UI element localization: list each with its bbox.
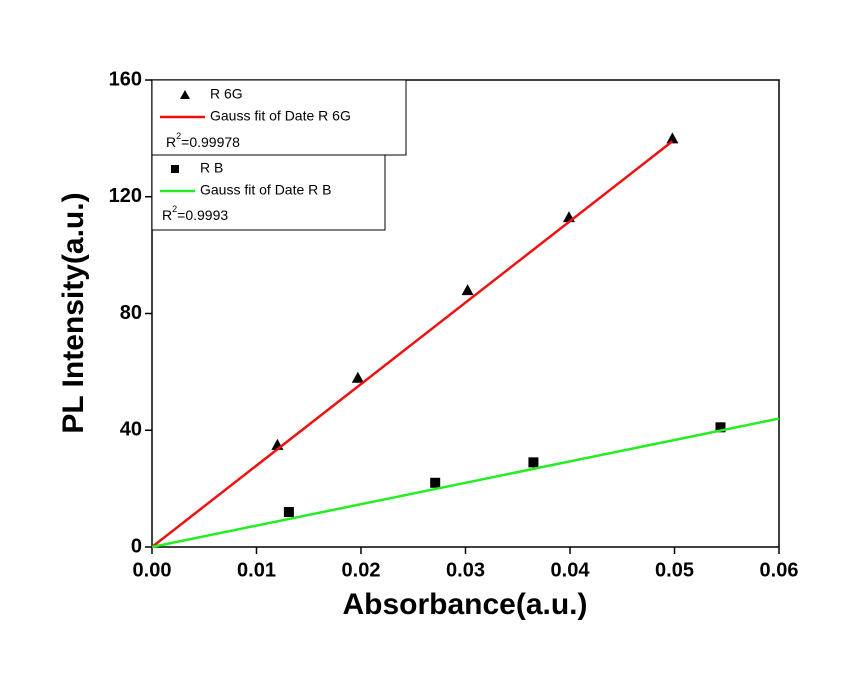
r-squared-sup: 2 bbox=[172, 204, 177, 214]
x-axis-title: Absorbance(a.u.) bbox=[342, 588, 587, 621]
legend-label: Gauss fit of Date R 6G bbox=[210, 108, 351, 124]
y-tick-label: 0 bbox=[131, 535, 142, 557]
data-point bbox=[528, 457, 539, 468]
y-axis-title: PL Intensity(a.u.) bbox=[57, 192, 90, 433]
r-squared-sup: 2 bbox=[176, 131, 181, 141]
r-squared-value: =0.99978 bbox=[181, 134, 240, 150]
legend-marker bbox=[180, 90, 190, 99]
data-point bbox=[715, 422, 726, 433]
legend-label: R B bbox=[200, 160, 223, 176]
fit-line bbox=[151, 417, 780, 549]
x-tick-label: 0.03 bbox=[446, 559, 485, 581]
x-tick-label: 0.02 bbox=[342, 559, 381, 581]
legend-marker bbox=[171, 165, 179, 173]
x-tick-label: 0.05 bbox=[655, 559, 694, 581]
data-point bbox=[430, 477, 441, 488]
fit-line bbox=[151, 140, 674, 548]
x-tick-label: 0.00 bbox=[133, 559, 172, 581]
y-tick-label: 80 bbox=[120, 302, 142, 324]
x-tick-label: 0.01 bbox=[237, 559, 276, 581]
y-tick-label: 120 bbox=[109, 185, 142, 207]
x-tick-label: 0.06 bbox=[760, 559, 799, 581]
data-point bbox=[351, 371, 364, 383]
x-tick-label: 0.04 bbox=[551, 559, 591, 581]
data-point bbox=[283, 506, 294, 517]
legend-label: Gauss fit of Date R B bbox=[200, 182, 332, 198]
r-squared-base: R bbox=[162, 207, 172, 223]
r-squared-value: =0.9993 bbox=[177, 207, 228, 223]
legend-label: R 6G bbox=[210, 86, 243, 102]
r-squared-base: R bbox=[166, 134, 176, 150]
r-squared: R2=0.99978 bbox=[166, 131, 240, 149]
r-squared: R2=0.9993 bbox=[162, 204, 228, 222]
data-point bbox=[666, 132, 679, 144]
legend-box bbox=[151, 154, 386, 231]
data-point bbox=[461, 284, 474, 296]
y-tick-label: 40 bbox=[120, 419, 142, 441]
y-tick-label: 160 bbox=[109, 68, 142, 90]
